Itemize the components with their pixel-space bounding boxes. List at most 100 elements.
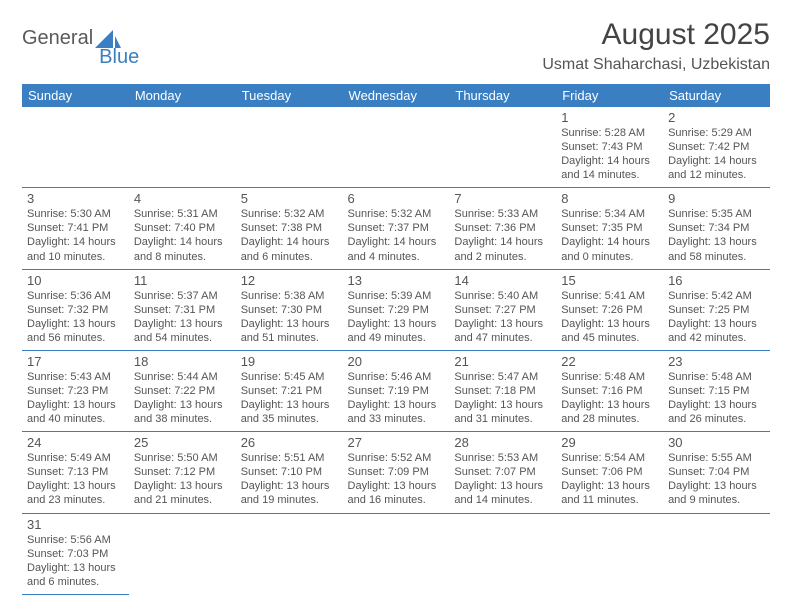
day-info: Sunrise: 5:51 AMSunset: 7:10 PMDaylight:…	[241, 451, 338, 507]
daylight-text: Daylight: 13 hours and 51 minutes.	[241, 317, 338, 345]
day-number: 14	[454, 273, 551, 288]
daylight-text: Daylight: 13 hours and 31 minutes.	[454, 398, 551, 426]
sunrise-text: Sunrise: 5:56 AM	[27, 533, 124, 547]
day-info: Sunrise: 5:48 AMSunset: 7:15 PMDaylight:…	[668, 370, 765, 426]
day-number: 20	[348, 354, 445, 369]
day-info: Sunrise: 5:30 AMSunset: 7:41 PMDaylight:…	[27, 207, 124, 263]
sunrise-text: Sunrise: 5:37 AM	[134, 289, 231, 303]
calendar-cell: 20Sunrise: 5:46 AMSunset: 7:19 PMDayligh…	[343, 350, 450, 431]
sunrise-text: Sunrise: 5:34 AM	[561, 207, 658, 221]
day-info: Sunrise: 5:42 AMSunset: 7:25 PMDaylight:…	[668, 289, 765, 345]
daylight-text: Daylight: 14 hours and 4 minutes.	[348, 235, 445, 263]
sunset-text: Sunset: 7:16 PM	[561, 384, 658, 398]
day-number: 8	[561, 191, 658, 206]
day-info: Sunrise: 5:31 AMSunset: 7:40 PMDaylight:…	[134, 207, 231, 263]
day-info: Sunrise: 5:34 AMSunset: 7:35 PMDaylight:…	[561, 207, 658, 263]
calendar-cell: 15Sunrise: 5:41 AMSunset: 7:26 PMDayligh…	[556, 269, 663, 350]
day-info: Sunrise: 5:33 AMSunset: 7:36 PMDaylight:…	[454, 207, 551, 263]
sunrise-text: Sunrise: 5:36 AM	[27, 289, 124, 303]
sunrise-text: Sunrise: 5:40 AM	[454, 289, 551, 303]
calendar-table: SundayMondayTuesdayWednesdayThursdayFrid…	[22, 84, 770, 595]
day-info: Sunrise: 5:41 AMSunset: 7:26 PMDaylight:…	[561, 289, 658, 345]
daylight-text: Daylight: 13 hours and 23 minutes.	[27, 479, 124, 507]
day-number: 17	[27, 354, 124, 369]
daylight-text: Daylight: 13 hours and 35 minutes.	[241, 398, 338, 426]
daylight-text: Daylight: 13 hours and 14 minutes.	[454, 479, 551, 507]
page-title: August 2025	[542, 18, 770, 52]
daylight-text: Daylight: 13 hours and 28 minutes.	[561, 398, 658, 426]
day-number: 13	[348, 273, 445, 288]
sunrise-text: Sunrise: 5:30 AM	[27, 207, 124, 221]
weekday-header: Thursday	[449, 84, 556, 107]
sunrise-text: Sunrise: 5:45 AM	[241, 370, 338, 384]
day-info: Sunrise: 5:35 AMSunset: 7:34 PMDaylight:…	[668, 207, 765, 263]
daylight-text: Daylight: 14 hours and 12 minutes.	[668, 154, 765, 182]
sunset-text: Sunset: 7:19 PM	[348, 384, 445, 398]
sunrise-text: Sunrise: 5:42 AM	[668, 289, 765, 303]
weekday-header: Tuesday	[236, 84, 343, 107]
day-number: 1	[561, 110, 658, 125]
weekday-header: Sunday	[22, 84, 129, 107]
sunset-text: Sunset: 7:31 PM	[134, 303, 231, 317]
daylight-text: Daylight: 13 hours and 38 minutes.	[134, 398, 231, 426]
sunrise-text: Sunrise: 5:48 AM	[561, 370, 658, 384]
sunset-text: Sunset: 7:41 PM	[27, 221, 124, 235]
weekday-header: Saturday	[663, 84, 770, 107]
calendar-cell-empty	[22, 107, 129, 188]
sunset-text: Sunset: 7:06 PM	[561, 465, 658, 479]
day-number: 10	[27, 273, 124, 288]
day-number: 11	[134, 273, 231, 288]
brand-word-2: Blue	[99, 46, 139, 69]
calendar-cell: 25Sunrise: 5:50 AMSunset: 7:12 PMDayligh…	[129, 432, 236, 513]
day-number: 31	[27, 517, 124, 532]
day-number: 25	[134, 435, 231, 450]
sunrise-text: Sunrise: 5:39 AM	[348, 289, 445, 303]
sunset-text: Sunset: 7:21 PM	[241, 384, 338, 398]
sunrise-text: Sunrise: 5:47 AM	[454, 370, 551, 384]
day-info: Sunrise: 5:32 AMSunset: 7:37 PMDaylight:…	[348, 207, 445, 263]
weekday-header: Wednesday	[343, 84, 450, 107]
calendar-cell: 4Sunrise: 5:31 AMSunset: 7:40 PMDaylight…	[129, 188, 236, 269]
day-number: 24	[27, 435, 124, 450]
sunset-text: Sunset: 7:36 PM	[454, 221, 551, 235]
calendar-cell: 27Sunrise: 5:52 AMSunset: 7:09 PMDayligh…	[343, 432, 450, 513]
day-info: Sunrise: 5:46 AMSunset: 7:19 PMDaylight:…	[348, 370, 445, 426]
calendar-cell: 13Sunrise: 5:39 AMSunset: 7:29 PMDayligh…	[343, 269, 450, 350]
daylight-text: Daylight: 14 hours and 10 minutes.	[27, 235, 124, 263]
day-info: Sunrise: 5:45 AMSunset: 7:21 PMDaylight:…	[241, 370, 338, 426]
sunset-text: Sunset: 7:29 PM	[348, 303, 445, 317]
daylight-text: Daylight: 14 hours and 14 minutes.	[561, 154, 658, 182]
sunset-text: Sunset: 7:35 PM	[561, 221, 658, 235]
sunset-text: Sunset: 7:23 PM	[27, 384, 124, 398]
calendar-week-row: 24Sunrise: 5:49 AMSunset: 7:13 PMDayligh…	[22, 432, 770, 513]
calendar-cell: 30Sunrise: 5:55 AMSunset: 7:04 PMDayligh…	[663, 432, 770, 513]
title-block: August 2025 Usmat Shaharchasi, Uzbekista…	[542, 18, 770, 74]
weekday-header: Friday	[556, 84, 663, 107]
calendar-cell: 2Sunrise: 5:29 AMSunset: 7:42 PMDaylight…	[663, 107, 770, 188]
day-info: Sunrise: 5:49 AMSunset: 7:13 PMDaylight:…	[27, 451, 124, 507]
brand-logo: General Blue	[22, 18, 139, 59]
calendar-cell-empty	[449, 107, 556, 188]
calendar-cell-empty	[556, 513, 663, 594]
calendar-week-row: 10Sunrise: 5:36 AMSunset: 7:32 PMDayligh…	[22, 269, 770, 350]
day-number: 7	[454, 191, 551, 206]
sunset-text: Sunset: 7:27 PM	[454, 303, 551, 317]
sunrise-text: Sunrise: 5:54 AM	[561, 451, 658, 465]
calendar-week-row: 1Sunrise: 5:28 AMSunset: 7:43 PMDaylight…	[22, 107, 770, 188]
calendar-cell: 24Sunrise: 5:49 AMSunset: 7:13 PMDayligh…	[22, 432, 129, 513]
day-info: Sunrise: 5:39 AMSunset: 7:29 PMDaylight:…	[348, 289, 445, 345]
day-info: Sunrise: 5:40 AMSunset: 7:27 PMDaylight:…	[454, 289, 551, 345]
day-number: 16	[668, 273, 765, 288]
brand-word-1: General	[22, 27, 93, 50]
day-info: Sunrise: 5:43 AMSunset: 7:23 PMDaylight:…	[27, 370, 124, 426]
daylight-text: Daylight: 13 hours and 33 minutes.	[348, 398, 445, 426]
sunrise-text: Sunrise: 5:31 AM	[134, 207, 231, 221]
calendar-cell: 29Sunrise: 5:54 AMSunset: 7:06 PMDayligh…	[556, 432, 663, 513]
sunrise-text: Sunrise: 5:50 AM	[134, 451, 231, 465]
calendar-week-row: 3Sunrise: 5:30 AMSunset: 7:41 PMDaylight…	[22, 188, 770, 269]
day-number: 28	[454, 435, 551, 450]
sunset-text: Sunset: 7:25 PM	[668, 303, 765, 317]
sunset-text: Sunset: 7:38 PM	[241, 221, 338, 235]
sunset-text: Sunset: 7:43 PM	[561, 140, 658, 154]
day-number: 4	[134, 191, 231, 206]
